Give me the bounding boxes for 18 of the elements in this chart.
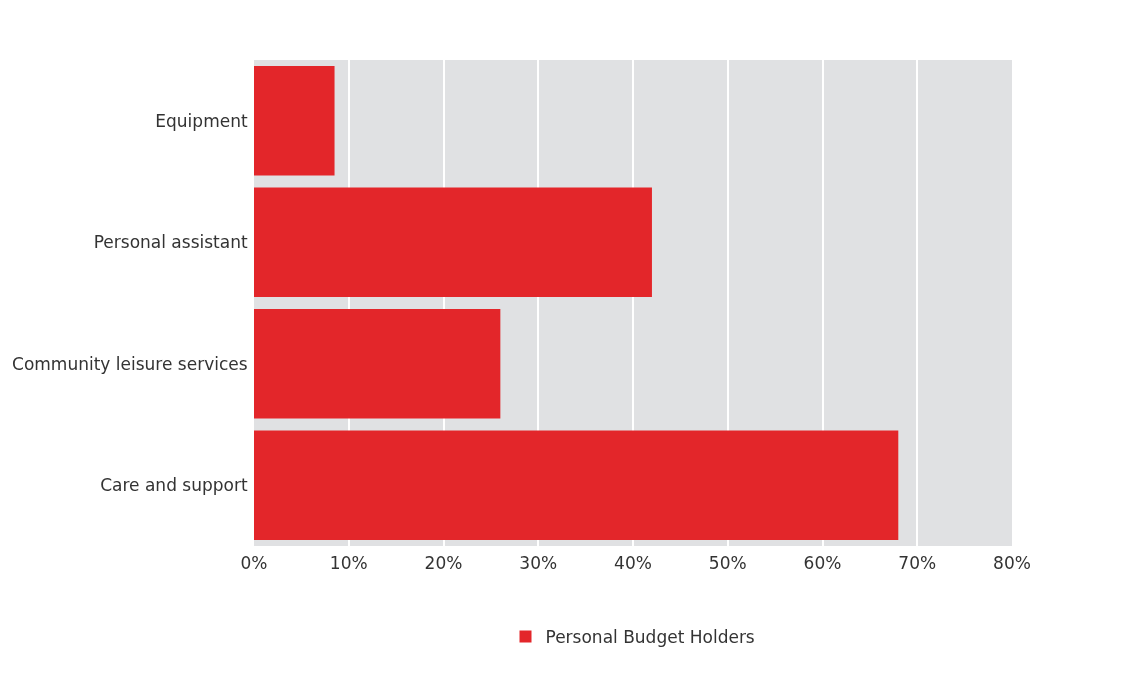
bar — [254, 309, 501, 419]
x-tick-label: 30% — [519, 553, 558, 574]
legend-label: Personal Budget Holders — [545, 627, 755, 648]
y-tick-label: Equipment — [155, 110, 248, 131]
x-tick-label: 0% — [240, 553, 268, 574]
x-tick-label: 70% — [898, 553, 937, 574]
bar — [254, 66, 335, 176]
x-tick-label: 20% — [424, 553, 463, 574]
y-tick-label: Personal assistant — [93, 232, 248, 253]
y-tick-label: Community leisure services — [12, 353, 248, 374]
x-tick-label: 10% — [329, 553, 368, 574]
x-tick-label: 40% — [614, 553, 652, 574]
bar — [254, 430, 899, 540]
y-tick-label: Care and support — [100, 475, 248, 496]
x-tick-label: 50% — [708, 553, 747, 574]
bar — [254, 187, 652, 297]
x-tick-label: 80% — [993, 553, 1031, 574]
x-tick-label: 60% — [803, 553, 842, 574]
